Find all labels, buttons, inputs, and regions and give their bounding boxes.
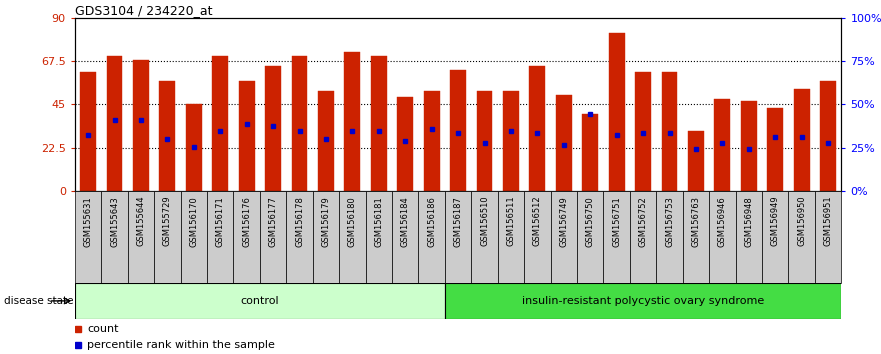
Text: GSM156187: GSM156187 bbox=[454, 196, 463, 247]
Bar bbox=[101, 191, 128, 283]
Bar bbox=[820, 81, 836, 191]
Bar bbox=[181, 191, 207, 283]
Bar bbox=[556, 95, 572, 191]
Text: GSM155631: GSM155631 bbox=[84, 196, 93, 246]
Bar bbox=[128, 191, 154, 283]
Bar bbox=[207, 191, 233, 283]
Text: GSM156949: GSM156949 bbox=[771, 196, 780, 246]
Bar bbox=[233, 191, 260, 283]
Text: GSM156180: GSM156180 bbox=[348, 196, 357, 246]
Text: GSM156950: GSM156950 bbox=[797, 196, 806, 246]
Bar bbox=[75, 191, 101, 283]
Bar bbox=[477, 91, 492, 191]
Bar bbox=[609, 33, 625, 191]
Bar bbox=[260, 191, 286, 283]
Text: disease state: disease state bbox=[4, 296, 74, 306]
Bar bbox=[313, 191, 339, 283]
Text: GSM155729: GSM155729 bbox=[163, 196, 172, 246]
Text: GDS3104 / 234220_at: GDS3104 / 234220_at bbox=[75, 4, 212, 17]
Text: GSM156951: GSM156951 bbox=[824, 196, 833, 246]
Bar bbox=[498, 191, 524, 283]
Text: percentile rank within the sample: percentile rank within the sample bbox=[87, 340, 275, 350]
Text: count: count bbox=[87, 324, 119, 334]
Bar bbox=[794, 89, 810, 191]
Bar bbox=[159, 81, 175, 191]
Bar bbox=[524, 191, 551, 283]
Text: GSM156186: GSM156186 bbox=[427, 196, 436, 247]
Text: GSM156181: GSM156181 bbox=[374, 196, 383, 246]
Bar bbox=[714, 99, 730, 191]
Bar bbox=[683, 191, 709, 283]
Text: GSM156946: GSM156946 bbox=[718, 196, 727, 246]
Bar bbox=[397, 97, 413, 191]
Bar bbox=[788, 191, 815, 283]
Text: GSM156511: GSM156511 bbox=[507, 196, 515, 246]
Bar bbox=[133, 60, 149, 191]
Bar bbox=[635, 72, 651, 191]
Bar bbox=[418, 191, 445, 283]
Bar bbox=[392, 191, 418, 283]
Bar bbox=[212, 56, 228, 191]
Text: GSM156184: GSM156184 bbox=[401, 196, 410, 246]
Bar bbox=[603, 191, 630, 283]
Bar bbox=[154, 191, 181, 283]
Bar bbox=[630, 191, 656, 283]
Bar bbox=[371, 56, 387, 191]
Text: GSM156752: GSM156752 bbox=[639, 196, 648, 246]
Text: GSM156749: GSM156749 bbox=[559, 196, 568, 246]
Bar bbox=[688, 131, 704, 191]
Text: GSM155643: GSM155643 bbox=[110, 196, 119, 246]
Bar bbox=[450, 70, 466, 191]
Text: GSM156170: GSM156170 bbox=[189, 196, 198, 246]
Text: GSM156763: GSM156763 bbox=[692, 196, 700, 247]
Text: GSM155644: GSM155644 bbox=[137, 196, 145, 246]
Text: GSM156948: GSM156948 bbox=[744, 196, 753, 246]
Text: GSM156177: GSM156177 bbox=[269, 196, 278, 247]
Bar bbox=[471, 191, 498, 283]
Bar bbox=[366, 191, 392, 283]
Bar bbox=[75, 283, 445, 319]
Bar bbox=[344, 52, 360, 191]
Bar bbox=[767, 108, 783, 191]
Bar bbox=[424, 91, 440, 191]
Text: GSM156750: GSM156750 bbox=[586, 196, 595, 246]
Bar bbox=[577, 191, 603, 283]
Bar bbox=[239, 81, 255, 191]
Text: insulin-resistant polycystic ovary syndrome: insulin-resistant polycystic ovary syndr… bbox=[522, 296, 764, 306]
Bar bbox=[186, 104, 202, 191]
Bar bbox=[445, 191, 471, 283]
Bar bbox=[265, 66, 281, 191]
Bar bbox=[339, 191, 366, 283]
Text: GSM156751: GSM156751 bbox=[612, 196, 621, 246]
Bar bbox=[80, 72, 96, 191]
Bar bbox=[445, 283, 841, 319]
Bar bbox=[582, 114, 598, 191]
Bar bbox=[741, 101, 757, 191]
Bar bbox=[107, 56, 122, 191]
Text: GSM156176: GSM156176 bbox=[242, 196, 251, 247]
Text: GSM156510: GSM156510 bbox=[480, 196, 489, 246]
Text: control: control bbox=[241, 296, 279, 306]
Bar bbox=[292, 56, 307, 191]
Bar bbox=[662, 72, 677, 191]
Bar bbox=[762, 191, 788, 283]
Text: GSM156171: GSM156171 bbox=[216, 196, 225, 246]
Bar bbox=[503, 91, 519, 191]
Text: GSM156512: GSM156512 bbox=[533, 196, 542, 246]
Bar bbox=[815, 191, 841, 283]
Bar bbox=[286, 191, 313, 283]
Bar bbox=[709, 191, 736, 283]
Bar bbox=[656, 191, 683, 283]
Bar bbox=[318, 91, 334, 191]
Bar bbox=[736, 191, 762, 283]
Bar bbox=[551, 191, 577, 283]
Text: GSM156178: GSM156178 bbox=[295, 196, 304, 247]
Text: GSM156179: GSM156179 bbox=[322, 196, 330, 246]
Bar bbox=[529, 66, 545, 191]
Text: GSM156753: GSM156753 bbox=[665, 196, 674, 247]
